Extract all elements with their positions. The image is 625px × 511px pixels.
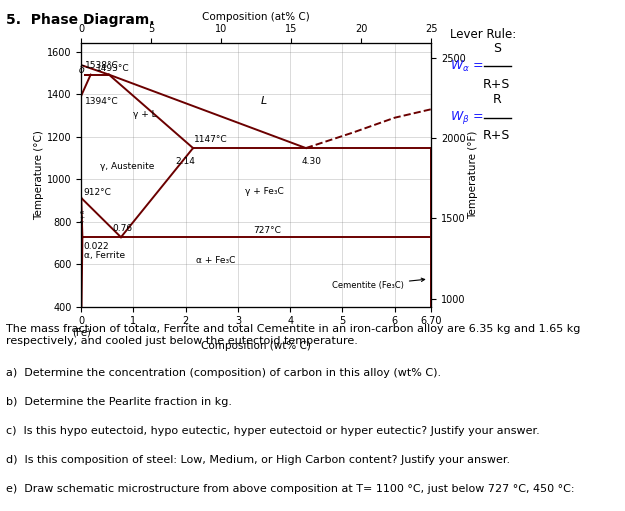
Text: R+S: R+S [483,129,511,142]
Text: 0.76: 0.76 [112,224,132,234]
Text: c)  Is this hypo eutectoid, hypo eutectic, hyper eutectoid or hyper eutectic? Ju: c) Is this hypo eutectoid, hypo eutectic… [6,426,540,436]
Text: L: L [261,96,268,106]
Text: 0.022: 0.022 [83,242,109,251]
Y-axis label: Temperature (°C): Temperature (°C) [34,130,44,220]
Text: 4.30: 4.30 [302,157,322,166]
Text: γ + L: γ + L [134,110,157,119]
Text: e)  Draw schematic microstructure from above composition at T= 1100 °C, just bel: e) Draw schematic microstructure from ab… [6,484,575,495]
Text: b)  Determine the Pearlite fraction in kg.: b) Determine the Pearlite fraction in kg… [6,397,232,407]
Text: 1147°C: 1147°C [194,135,228,144]
Text: R+S: R+S [483,78,511,90]
Text: 912°C: 912°C [83,188,111,197]
Text: α, Ferrite: α, Ferrite [84,251,125,260]
Text: α + Fe₃C: α + Fe₃C [196,256,236,265]
Text: S: S [493,42,501,55]
Y-axis label: Temperature (°F): Temperature (°F) [469,131,479,219]
Text: $W_\alpha\,=$: $W_\alpha\,=$ [450,59,484,74]
Text: γ, Austenite: γ, Austenite [99,162,154,171]
Text: γ + Fe₃C: γ + Fe₃C [245,188,284,197]
Text: α
+
γ: α + γ [79,211,84,224]
Text: δ: δ [79,65,85,75]
Text: 5.  Phase Diagram.: 5. Phase Diagram. [6,13,155,27]
Text: R: R [492,94,501,106]
Text: $W_\beta\,=$: $W_\beta\,=$ [450,109,484,126]
X-axis label: Composition (wt% C): Composition (wt% C) [201,341,311,351]
Text: d)  Is this composition of steel: Low, Medium, or High Carbon content? Justify y: d) Is this composition of steel: Low, Me… [6,455,511,466]
Text: a)  Determine the concentration (composition) of carbon in this alloy (wt% C).: a) Determine the concentration (composit… [6,368,441,378]
Text: The mass fraction of totalα, Ferrite and total Cementite in an iron-carbon alloy: The mass fraction of totalα, Ferrite and… [6,324,581,346]
X-axis label: Composition (at% C): Composition (at% C) [202,12,310,21]
Text: Lever Rule:: Lever Rule: [450,28,516,41]
Text: Cementite (Fe₃C): Cementite (Fe₃C) [332,278,424,290]
Text: 1493°C: 1493°C [96,64,129,73]
Text: 2.14: 2.14 [176,157,196,166]
Text: 727°C: 727°C [254,226,281,235]
Text: 1394°C: 1394°C [86,97,119,106]
Text: 1538°C: 1538°C [86,61,119,69]
